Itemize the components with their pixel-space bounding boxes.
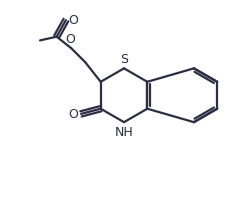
Text: O: O <box>66 33 76 46</box>
Text: O: O <box>69 14 78 27</box>
Text: S: S <box>121 53 128 66</box>
Text: NH: NH <box>115 126 134 139</box>
Text: O: O <box>68 108 78 121</box>
